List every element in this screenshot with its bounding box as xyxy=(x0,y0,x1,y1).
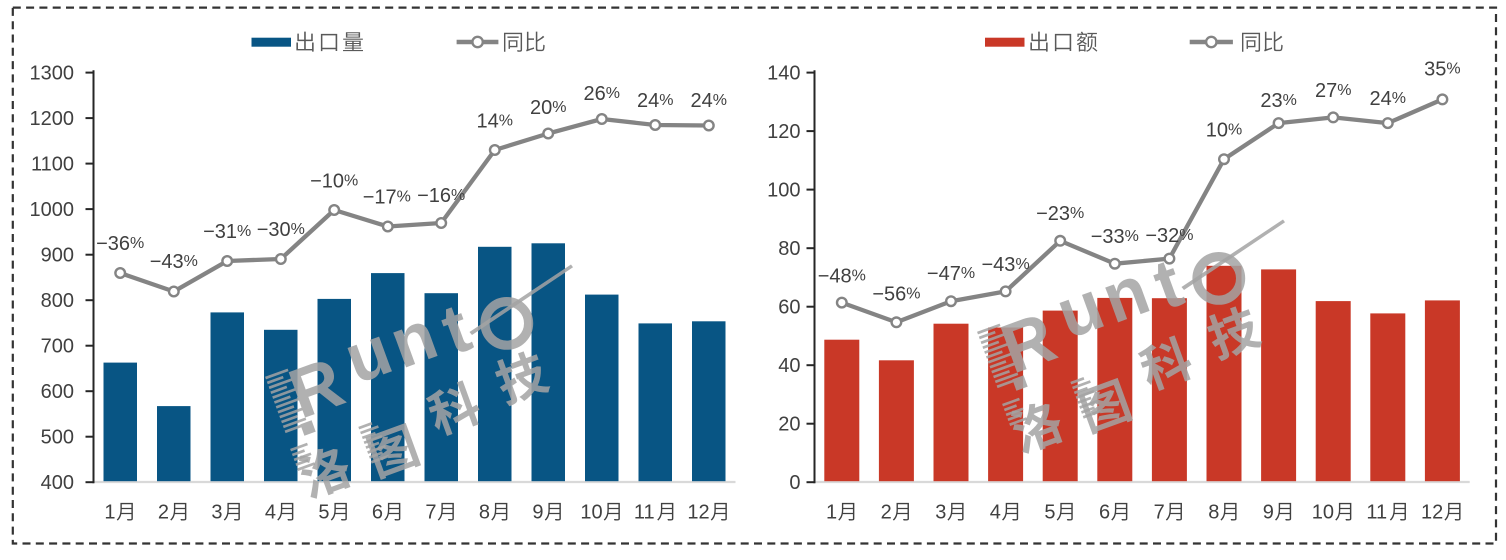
svg-text:−33%: −33% xyxy=(1091,226,1139,248)
svg-text:7: 7 xyxy=(1154,502,1165,524)
svg-text:1: 1 xyxy=(826,502,837,524)
svg-text:4: 4 xyxy=(990,502,1001,524)
svg-text:6: 6 xyxy=(372,502,383,524)
svg-text:8: 8 xyxy=(479,502,490,524)
svg-text:26%: 26% xyxy=(584,83,620,105)
svg-text:27%: 27% xyxy=(1315,80,1351,102)
svg-text:900: 900 xyxy=(41,245,74,267)
svg-text:10: 10 xyxy=(580,502,602,524)
svg-text:−31%: −31% xyxy=(203,221,251,243)
svg-text:5: 5 xyxy=(1044,502,1055,524)
svg-text:9: 9 xyxy=(532,502,543,524)
svg-text:3: 3 xyxy=(935,502,946,524)
svg-text:11: 11 xyxy=(1366,502,1387,524)
svg-text:−10%: −10% xyxy=(310,171,358,193)
svg-text:1000: 1000 xyxy=(30,199,75,221)
svg-text:600: 600 xyxy=(41,381,74,403)
svg-text:−36%: −36% xyxy=(96,233,144,255)
svg-text:−23%: −23% xyxy=(1036,203,1084,225)
svg-text:400: 400 xyxy=(41,472,74,494)
svg-text:35%: 35% xyxy=(1424,59,1460,81)
svg-text:1300: 1300 xyxy=(30,63,75,85)
svg-text:1: 1 xyxy=(104,502,115,524)
svg-text:40: 40 xyxy=(778,355,800,377)
svg-text:−32%: −32% xyxy=(1145,225,1193,247)
svg-text:4: 4 xyxy=(265,502,276,524)
svg-text:500: 500 xyxy=(41,427,74,449)
svg-text:−16%: −16% xyxy=(417,185,465,207)
svg-text:5: 5 xyxy=(318,502,329,524)
svg-text:24%: 24% xyxy=(1370,88,1406,110)
svg-text:20: 20 xyxy=(778,414,800,436)
svg-text:7: 7 xyxy=(425,502,436,524)
svg-text:−17%: −17% xyxy=(363,187,411,209)
svg-text:−48%: −48% xyxy=(818,266,866,288)
svg-text:−30%: −30% xyxy=(257,219,305,241)
svg-text:140: 140 xyxy=(767,63,800,85)
svg-text:12: 12 xyxy=(687,502,709,524)
svg-text:3: 3 xyxy=(211,502,222,524)
svg-text:60: 60 xyxy=(778,297,800,319)
svg-text:10: 10 xyxy=(1312,502,1334,524)
svg-text:8: 8 xyxy=(1208,502,1219,524)
svg-text:−47%: −47% xyxy=(927,263,975,285)
svg-text:9: 9 xyxy=(1263,502,1274,524)
svg-text:11: 11 xyxy=(634,502,655,524)
svg-text:1100: 1100 xyxy=(31,154,74,176)
svg-text:800: 800 xyxy=(41,290,74,312)
svg-text:2: 2 xyxy=(881,502,892,524)
svg-text:80: 80 xyxy=(778,238,800,260)
svg-text:23%: 23% xyxy=(1260,90,1296,112)
svg-text:−56%: −56% xyxy=(872,283,920,305)
svg-text:20%: 20% xyxy=(530,97,566,119)
svg-text:10%: 10% xyxy=(1206,120,1242,142)
svg-text:−43%: −43% xyxy=(150,251,198,273)
svg-text:24%: 24% xyxy=(691,90,727,112)
svg-text:700: 700 xyxy=(41,336,74,358)
svg-text:2: 2 xyxy=(158,502,169,524)
svg-text:14%: 14% xyxy=(477,111,513,133)
svg-text:120: 120 xyxy=(767,121,800,143)
svg-text:100: 100 xyxy=(767,180,800,202)
svg-text:12: 12 xyxy=(1421,502,1443,524)
svg-text:−43%: −43% xyxy=(982,254,1030,276)
svg-text:1200: 1200 xyxy=(30,108,75,130)
svg-text:24%: 24% xyxy=(637,90,673,112)
svg-text:0: 0 xyxy=(789,472,800,494)
svg-text:6: 6 xyxy=(1099,502,1110,524)
